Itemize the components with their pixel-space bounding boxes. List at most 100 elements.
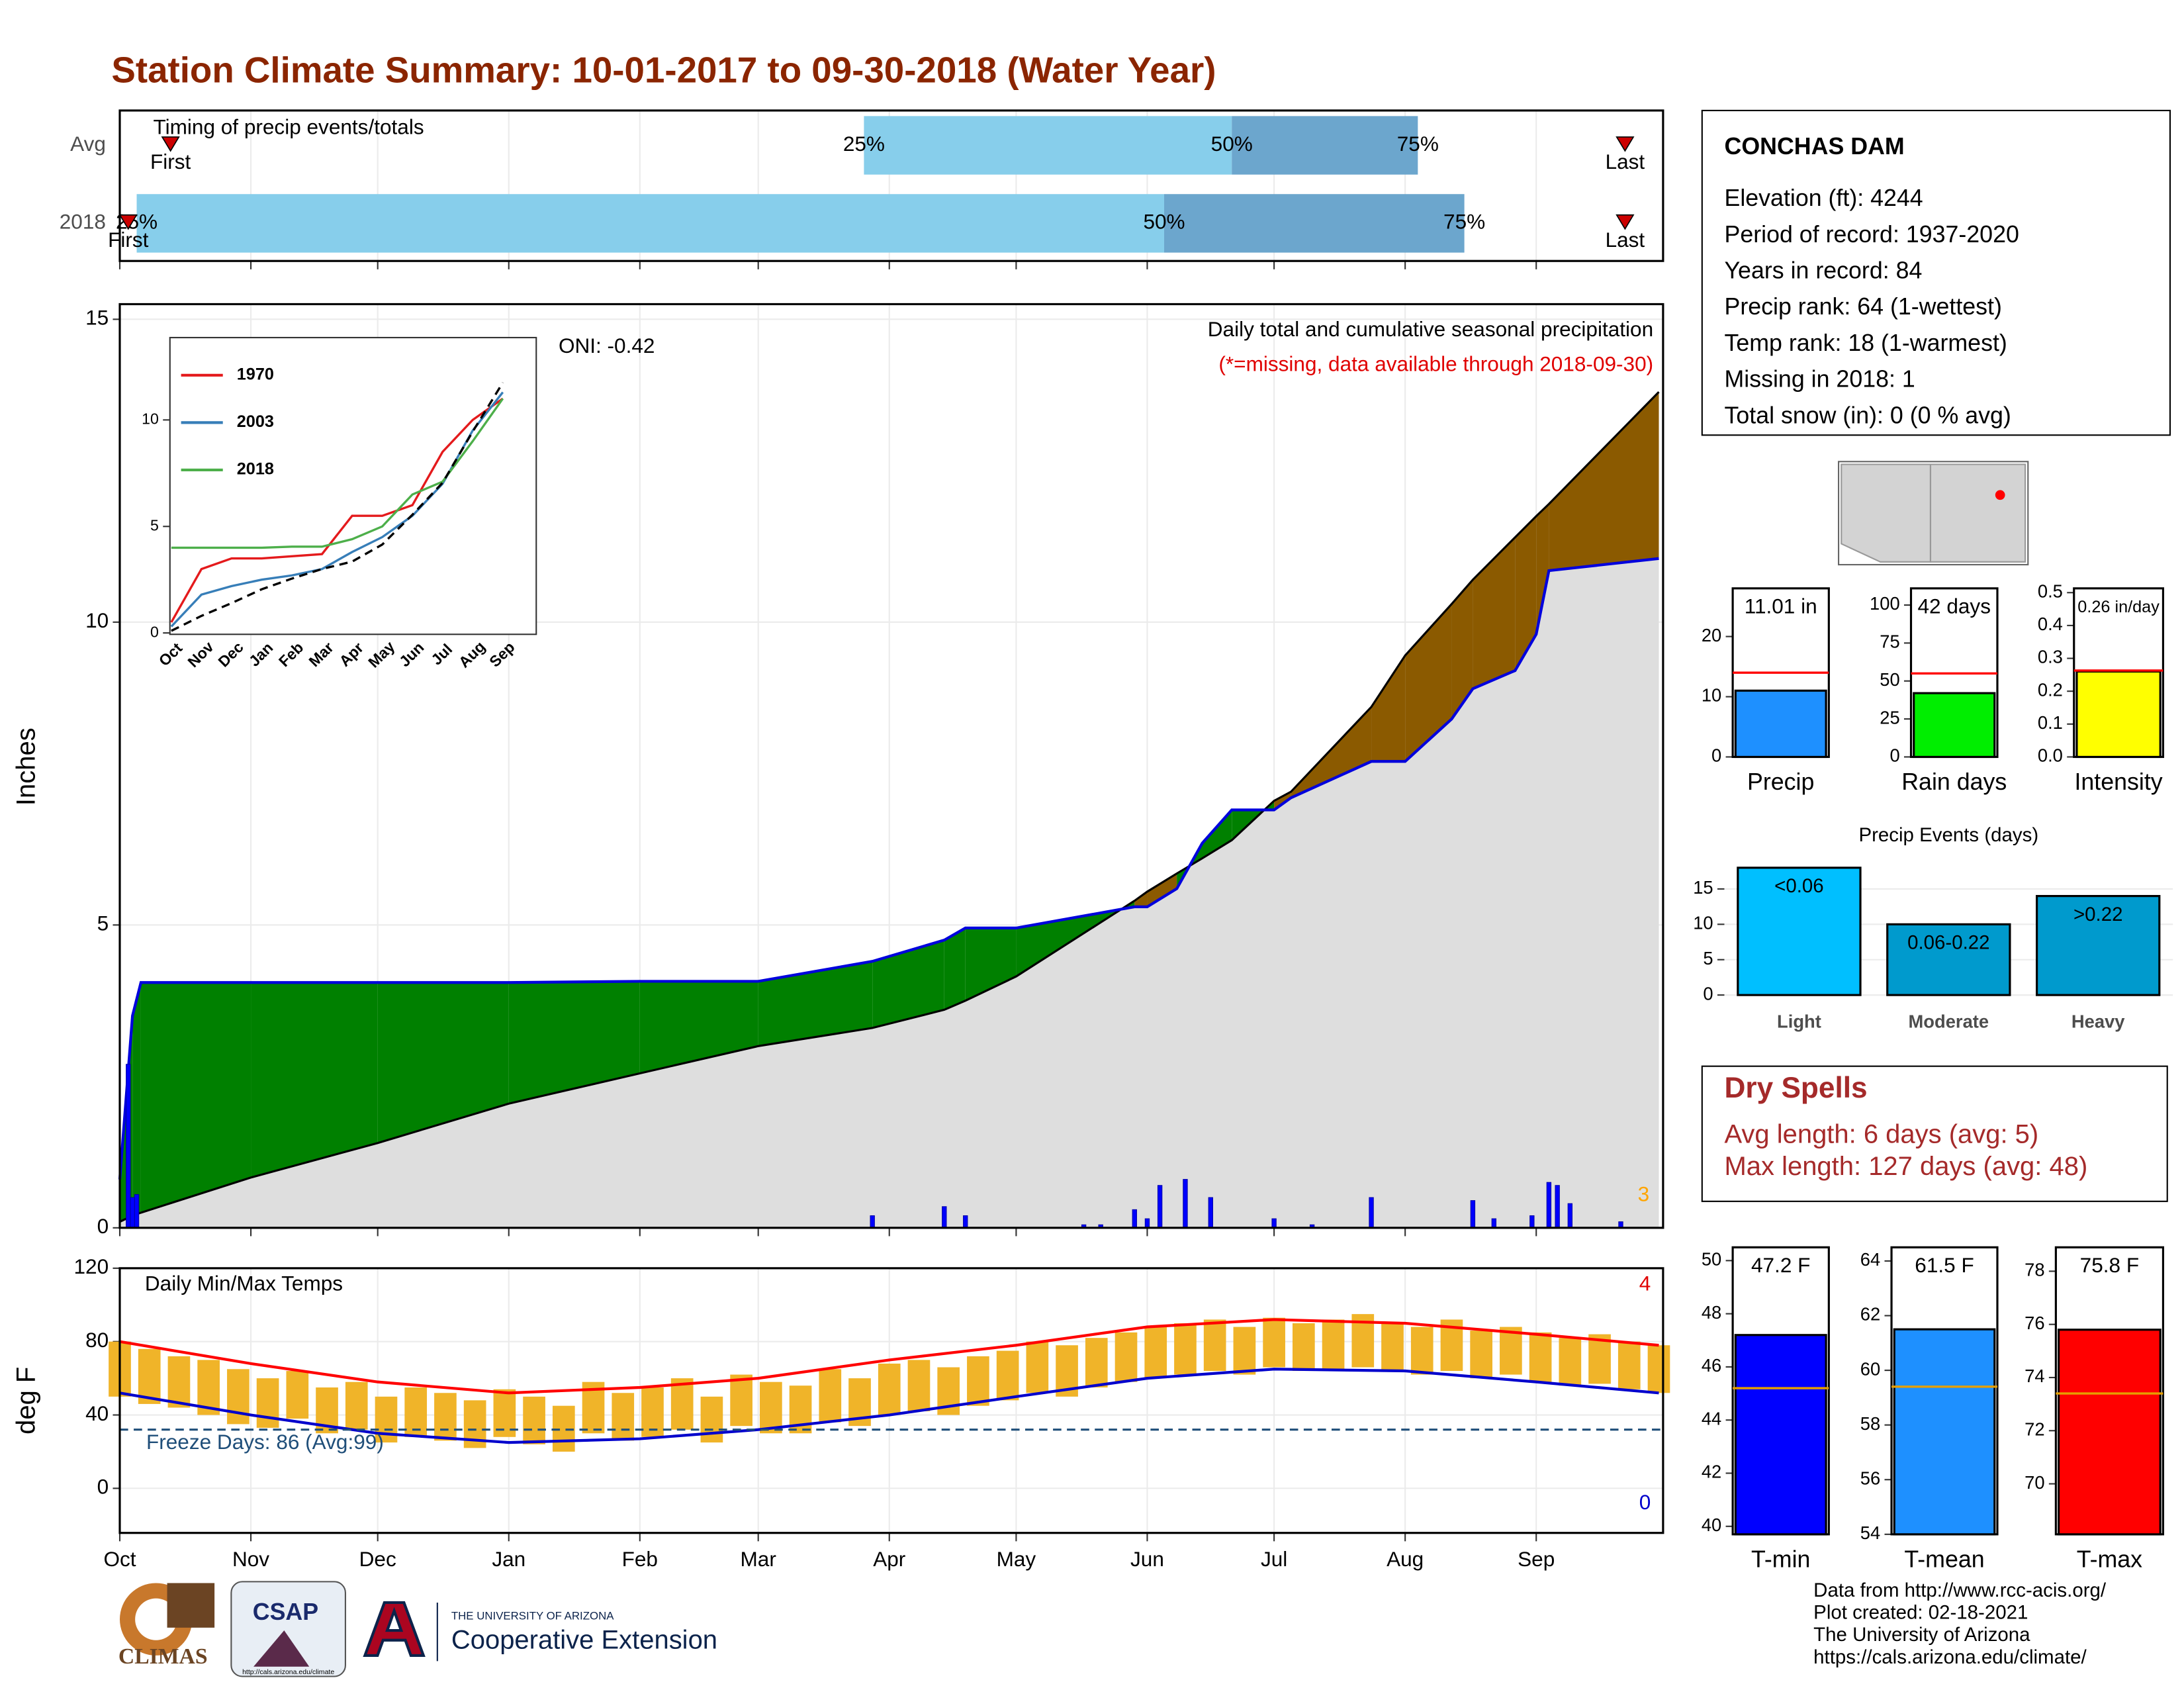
- gauge-bar: [1734, 1334, 1827, 1536]
- dry-spells-box: [1701, 1065, 2168, 1202]
- y-tick-label: 0.0: [2038, 745, 2063, 766]
- panel-subtitle: Daily total and cumulative seasonal prec…: [1208, 317, 1653, 341]
- gauge-value-label: 11.01 in: [1745, 594, 1817, 618]
- y-tick-label: 54: [1860, 1523, 1880, 1543]
- daily-bar: [1208, 1197, 1213, 1229]
- y-tick-label: 62: [1860, 1304, 1880, 1325]
- x-tick-label: Sep: [1518, 1547, 1555, 1571]
- x-tick-label: Moderate: [1909, 1011, 1989, 1032]
- y-tick-label: 75: [1880, 632, 1899, 652]
- surplus-area: [377, 982, 509, 1143]
- temp-range-bar: [1233, 1327, 1256, 1375]
- surplus-area: [251, 982, 378, 1178]
- deficit-area: [1549, 392, 1659, 571]
- quantile-label: 25%: [116, 210, 158, 234]
- y-axis-label: deg F: [12, 1367, 41, 1434]
- y-tick-label: 0: [1703, 983, 1713, 1004]
- freeze-label: Freeze Days: 86 (Avg:99): [146, 1430, 384, 1454]
- inset-line: [170, 397, 504, 623]
- y-tick-label: 40: [1702, 1515, 1721, 1535]
- temp-range-bar: [138, 1348, 161, 1404]
- gauge-bar: [2075, 670, 2161, 759]
- timing-label: Last: [1606, 228, 1645, 252]
- dry-spell-info: Avg length: 6 days (avg: 5): [1724, 1119, 2038, 1149]
- y-tick-label: 40: [85, 1401, 109, 1425]
- x-tick-label: Light: [1777, 1011, 1821, 1032]
- temp-range-bar: [819, 1369, 842, 1423]
- deficit-area: [1147, 873, 1177, 907]
- x-tick-label: Heavy: [2071, 1011, 2125, 1032]
- count-label: 3: [1638, 1182, 1650, 1206]
- station-info: Temp rank: 18 (1-warmest): [1724, 330, 2007, 356]
- quantile-bar: [1164, 194, 1465, 253]
- y-tick-label: 46: [1702, 1355, 1721, 1376]
- daily-bar: [1271, 1218, 1277, 1229]
- gauge-value-label: 42 days: [1917, 594, 1991, 618]
- daily-bar: [1470, 1200, 1476, 1229]
- temp-range-bar: [523, 1396, 545, 1444]
- timing-marker: [161, 136, 180, 152]
- y-tick-label: 72: [2025, 1419, 2044, 1439]
- y-axis-label: Inches: [12, 727, 41, 806]
- y-tick-label: 10: [1693, 913, 1713, 933]
- record-high-count: 4: [1639, 1271, 1651, 1295]
- y-tick-label: 48: [1702, 1302, 1721, 1323]
- x-tick-label: Nov: [232, 1547, 269, 1571]
- bar-value-label: <0.06: [1774, 875, 1824, 897]
- row-label: Avg: [70, 132, 106, 156]
- temp-range-bar: [907, 1360, 931, 1411]
- temp-range-bar: [256, 1378, 279, 1428]
- daily-bar: [1369, 1197, 1374, 1229]
- y-tick-label: 70: [2025, 1472, 2044, 1493]
- row-label: 2018: [60, 210, 106, 234]
- temp-range-bar: [1115, 1332, 1138, 1382]
- bar-value-label: >0.22: [2073, 904, 2123, 925]
- average-area: [119, 392, 1659, 1228]
- temp-range-bar: [612, 1393, 635, 1441]
- temp-range-bar: [700, 1396, 723, 1443]
- temp-range-bar: [1529, 1332, 1552, 1382]
- x-tick-label: Jul: [1261, 1547, 1287, 1571]
- quantile-bar: [1232, 116, 1418, 175]
- daily-bar: [1157, 1185, 1163, 1229]
- quantile-label: 50%: [1211, 132, 1253, 156]
- x-tick-label: Jan: [492, 1547, 525, 1571]
- temp-range-bar: [1144, 1327, 1167, 1379]
- station-info: Missing in 2018: 1: [1724, 366, 1915, 393]
- daily-bar: [1144, 1218, 1150, 1229]
- station-info: Period of record: 1937-2020: [1724, 221, 2019, 248]
- gauge-bar: [1734, 689, 1827, 759]
- daily-bar: [870, 1215, 875, 1229]
- y-tick-label: 15: [1693, 877, 1713, 898]
- y-tick-label: 78: [2025, 1260, 2044, 1280]
- y-tick-label: 0: [97, 1475, 109, 1499]
- x-tick-label: Mar: [741, 1547, 776, 1571]
- temp-range-bar: [760, 1382, 782, 1434]
- temp-range-bar: [670, 1378, 694, 1430]
- deficit-area: [1371, 655, 1406, 762]
- surplus-area: [132, 982, 141, 1216]
- station-box: [1701, 109, 2171, 436]
- x-tick-label: Oct: [103, 1547, 136, 1571]
- temp-range-bar: [1559, 1338, 1582, 1386]
- temp-range-bar: [1322, 1319, 1345, 1370]
- oni: ONI: -0.42: [559, 334, 655, 357]
- temp-range-bar: [996, 1350, 1019, 1401]
- y-tick-label: 10: [142, 410, 159, 427]
- gauge-value-label: 75.8 F: [2080, 1253, 2139, 1277]
- legend-label: 2003: [237, 412, 274, 431]
- surplus-area: [965, 927, 1017, 1001]
- temp-range-bar: [434, 1393, 457, 1441]
- temp-range-bar: [286, 1371, 309, 1419]
- temp-range-bar: [1203, 1319, 1226, 1372]
- y-tick-label: 42: [1702, 1462, 1721, 1482]
- logo-csap-url: http://cals.arizona.edu/climate: [242, 1668, 334, 1676]
- daily-bar: [130, 1197, 135, 1229]
- daily-bar: [1546, 1182, 1552, 1229]
- y-tick-label: 50: [1880, 669, 1899, 690]
- quantile-bar: [864, 116, 1232, 175]
- legend-label: 2018: [237, 460, 274, 479]
- normal-max-line: [119, 1318, 1659, 1395]
- y-tick-label: 20: [1702, 625, 1721, 645]
- logo-extension: Cooperative Extension: [451, 1625, 717, 1654]
